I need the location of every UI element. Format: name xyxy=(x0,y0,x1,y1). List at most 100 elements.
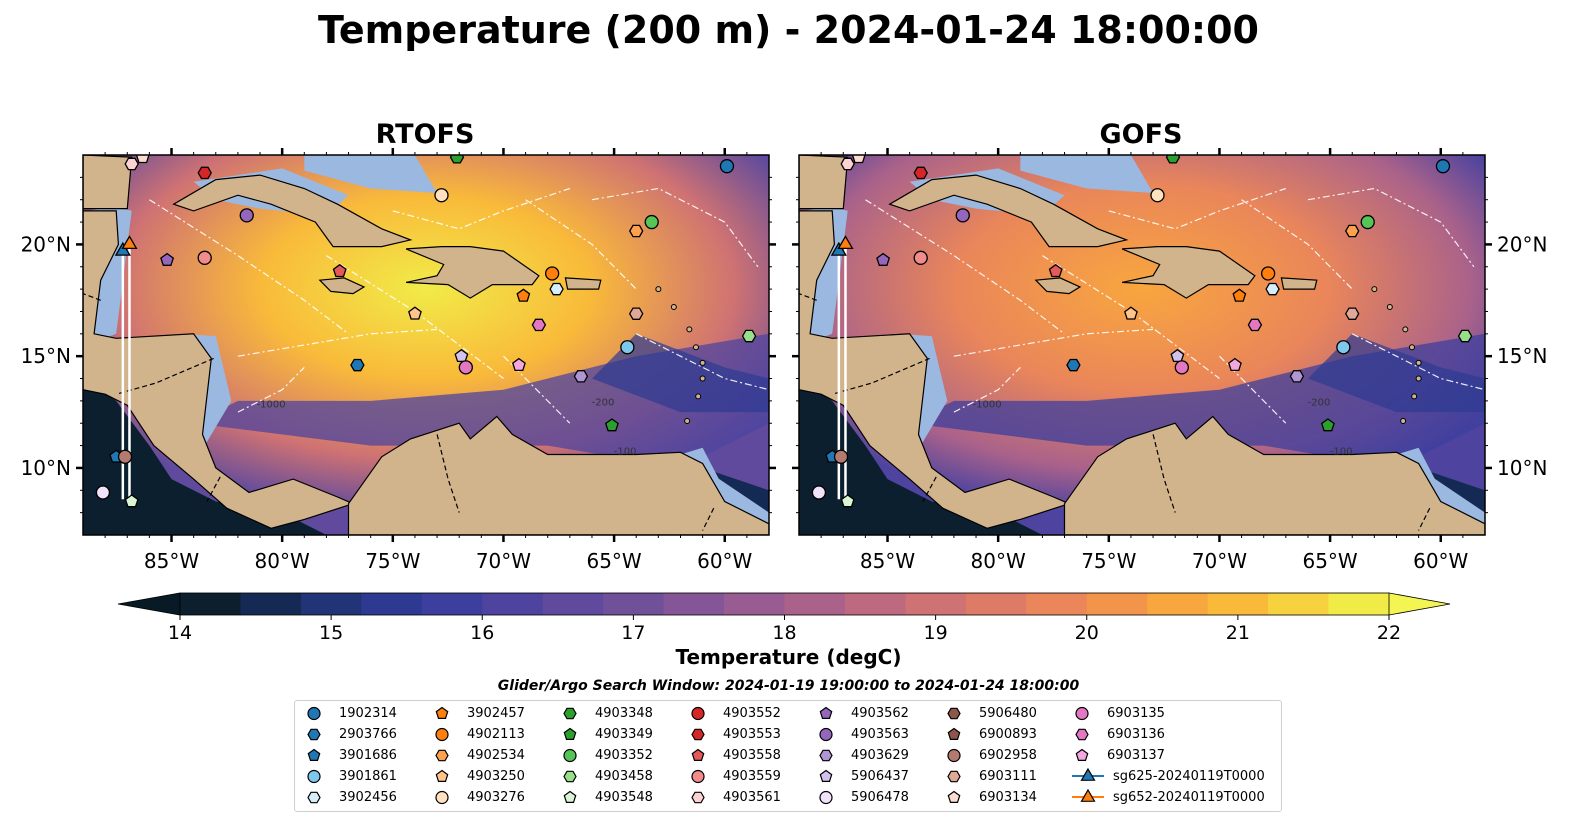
eez-boundary xyxy=(865,199,1065,335)
marker-1902314 xyxy=(1435,159,1451,174)
legend-item: 3902457 xyxy=(431,703,525,723)
marker-6903111 xyxy=(1344,307,1360,320)
legend-item: 6903137 xyxy=(1071,745,1165,765)
legend-item: 4903562 xyxy=(815,703,909,723)
legend-item: 4903348 xyxy=(559,703,653,723)
legend-label: 1902314 xyxy=(339,705,397,721)
colorbar-segment xyxy=(1086,593,1148,615)
lat-tick-label-right: 15°N xyxy=(1497,344,1547,368)
legend-marker-hexagon xyxy=(563,770,577,783)
legend-item: sg625-20240119T0000 xyxy=(1071,766,1265,786)
legend-label: 4903562 xyxy=(851,705,909,721)
marker-4903553 xyxy=(913,166,928,180)
legend-marker-pentagon xyxy=(563,727,577,740)
eez-boundary xyxy=(591,187,759,268)
antilles-island xyxy=(1415,375,1422,382)
colorbar-segment xyxy=(965,593,1027,615)
cool-water-core xyxy=(1308,333,1485,413)
legend-label: 6902958 xyxy=(979,747,1037,763)
colorbar-tick-label: 15 xyxy=(319,622,343,644)
colorbar-segment xyxy=(724,593,785,615)
legend-label: 3902456 xyxy=(339,789,397,805)
panel-title-gofs: GOFS xyxy=(1099,119,1183,150)
cuba-land xyxy=(888,174,1129,248)
marker-sg652-20240119T0000 xyxy=(121,235,138,250)
marker-4902113 xyxy=(544,266,560,281)
legend-marker-circle xyxy=(435,790,449,805)
marker-6903134 xyxy=(135,155,150,164)
lon-tick-label: 70°W xyxy=(1192,549,1247,573)
lat-tick-label-right: 20°N xyxy=(1497,232,1547,256)
marker-3902457 xyxy=(1232,288,1247,302)
legend-label: 5906478 xyxy=(851,789,909,805)
marker-4903276 xyxy=(434,188,449,203)
marker-6903136 xyxy=(531,318,547,332)
marker-4903352 xyxy=(1360,214,1375,230)
antilles-island xyxy=(699,375,706,382)
eez-boundary xyxy=(1351,333,1485,391)
puerto-rico-land xyxy=(564,277,602,290)
colorbar-segment xyxy=(240,593,302,615)
legend-item: 4903563 xyxy=(815,724,909,744)
legend-marker-circle xyxy=(435,727,449,742)
legend-marker-circle xyxy=(307,769,321,784)
marker-4902534 xyxy=(628,224,644,238)
legend-marker-triangle xyxy=(1072,788,1104,802)
country-border xyxy=(83,293,101,301)
antilles-island xyxy=(1371,286,1378,293)
colorbar-segment xyxy=(905,593,967,615)
marker-6903137 xyxy=(512,357,526,372)
colorbar-segment xyxy=(1147,593,1209,615)
south-america-land xyxy=(347,415,769,535)
legend-marker-circle xyxy=(307,706,321,721)
colorbar-segment xyxy=(603,593,665,615)
legend-marker-triangle xyxy=(1072,767,1104,781)
legend-label: 6903134 xyxy=(979,789,1037,805)
colorbar-tick-label: 22 xyxy=(1377,622,1401,644)
antilles-island xyxy=(1400,418,1407,424)
central-america-land xyxy=(799,210,1071,529)
legend-label: 4902534 xyxy=(467,747,525,763)
legend-marker-pentagon xyxy=(435,769,449,782)
marker-4903348 xyxy=(1165,155,1181,164)
eez-boundary xyxy=(1241,199,1353,290)
marker-3902456 xyxy=(1265,282,1280,296)
legend-item: 4903250 xyxy=(431,766,525,786)
lon-tick-label: 85°W xyxy=(860,549,915,573)
legend-marker-circle xyxy=(819,790,833,805)
legend-label: 2903766 xyxy=(339,726,397,742)
legend-label: 6903135 xyxy=(1107,705,1165,721)
marker-4903352 xyxy=(644,214,659,230)
marker-3902457 xyxy=(516,288,531,302)
legend-label: 6903136 xyxy=(1107,726,1165,742)
marker-4903562 xyxy=(876,252,891,266)
lon-tick-label: 60°W xyxy=(1413,549,1468,573)
map-panel-cool: -1000 -100 -200 xyxy=(799,155,1485,535)
marker-5906478 xyxy=(95,485,111,500)
legend-item: 4902534 xyxy=(431,745,525,765)
marker-3901861 xyxy=(620,340,635,355)
legend-item: 1902314 xyxy=(303,703,397,723)
jamaica-land xyxy=(1034,277,1082,295)
colorbar-segment xyxy=(663,593,725,615)
antilles-island xyxy=(1415,359,1422,366)
legend-label: 4903563 xyxy=(851,726,909,742)
marker-6903111 xyxy=(628,307,644,320)
antilles-island xyxy=(1386,304,1393,310)
legend-label: 4903348 xyxy=(595,705,653,721)
legend-item: 4903553 xyxy=(687,724,781,744)
legend-label: 4903250 xyxy=(467,768,525,784)
colorbar-segment xyxy=(784,593,846,615)
legend-item: 3901686 xyxy=(303,745,397,765)
antilles-island xyxy=(699,359,706,366)
marker-4903563 xyxy=(239,208,254,223)
legend-marker-pentagon xyxy=(947,727,961,740)
legend-item: 4903629 xyxy=(815,745,909,765)
legend-label: 4903553 xyxy=(723,726,781,742)
figure-title: Temperature (200 m) - 2024-01-24 18:00:0… xyxy=(317,8,1259,52)
eez-boundary xyxy=(149,199,349,335)
legend-marker-pentagon xyxy=(691,748,705,761)
country-border xyxy=(206,476,221,502)
marker-4902113 xyxy=(1260,266,1276,281)
country-border xyxy=(922,476,937,502)
